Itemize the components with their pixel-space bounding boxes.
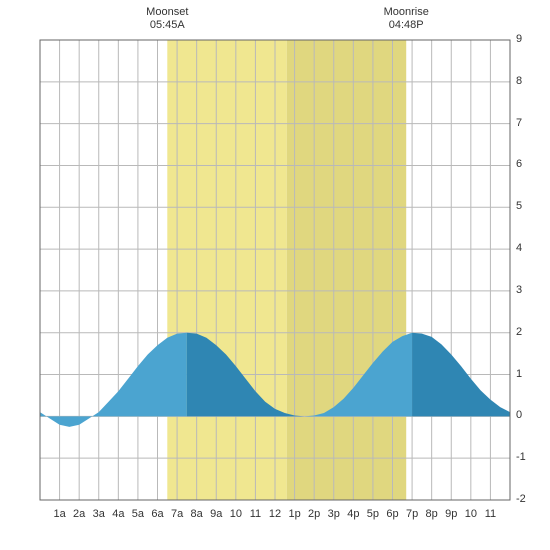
x-tick-label: 9p [445,508,457,520]
x-tick-label: 5a [132,508,144,520]
y-tick-label: -1 [516,451,526,463]
x-tick-label: 8p [426,508,438,520]
x-tick-label: 10 [465,508,477,520]
x-tick-label: 11 [250,508,261,520]
annotation-time: 04:48P [384,19,429,32]
moonset-annotation: Moonset05:45A [146,6,188,32]
x-tick-label: 6a [151,508,163,520]
x-tick-label: 2p [308,508,320,520]
x-tick-label: 3p [328,508,340,520]
x-tick-label: 7p [406,508,418,520]
x-tick-label: 1a [53,508,65,520]
y-tick-label: -2 [516,493,526,505]
chart-svg [0,0,550,550]
x-tick-label: 5p [367,508,379,520]
x-tick-label: 6p [386,508,398,520]
annotation-title: Moonset [146,6,188,19]
x-tick-label: 7a [171,508,183,520]
x-tick-label: 2a [73,508,85,520]
y-tick-label: 9 [516,33,522,45]
x-tick-label: 12 [269,508,281,520]
annotation-time: 05:45A [146,19,188,32]
y-tick-label: 3 [516,284,522,296]
y-tick-label: 4 [516,242,522,254]
tide-chart: -2-101234567891a2a3a4a5a6a7a8a9a1011121p… [0,0,550,550]
x-tick-label: 1p [288,508,300,520]
moonrise-annotation: Moonrise04:48P [384,6,429,32]
x-tick-label: 4p [347,508,359,520]
annotation-title: Moonrise [384,6,429,19]
y-tick-label: 5 [516,200,522,212]
x-tick-label: 4a [112,508,124,520]
x-tick-label: 10 [230,508,242,520]
y-tick-label: 1 [516,368,522,380]
x-tick-label: 8a [191,508,203,520]
y-tick-label: 0 [516,409,522,421]
x-tick-label: 9a [210,508,222,520]
x-tick-label: 11 [485,508,496,520]
y-tick-label: 6 [516,158,522,170]
y-tick-label: 7 [516,117,522,129]
x-tick-label: 3a [93,508,105,520]
y-tick-label: 2 [516,326,522,338]
y-tick-label: 8 [516,75,522,87]
